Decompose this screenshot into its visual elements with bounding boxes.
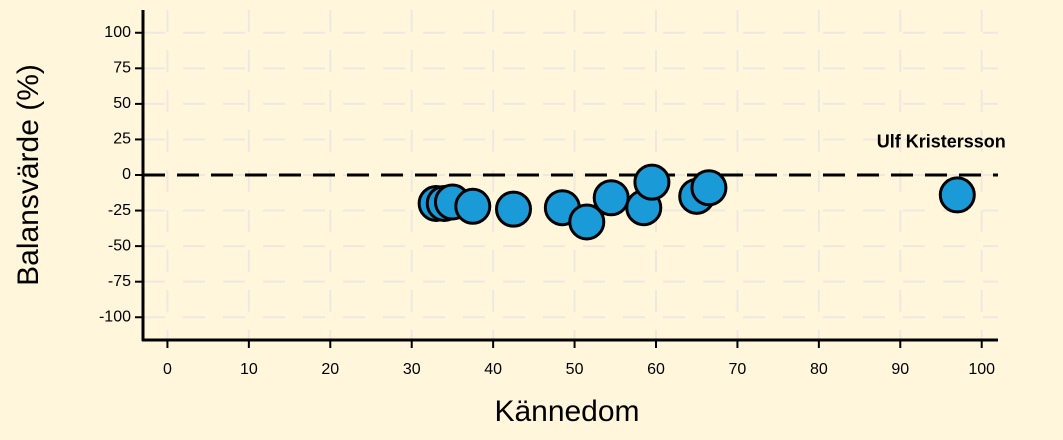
point bbox=[454, 187, 492, 225]
y-tick-label: 25 bbox=[113, 131, 131, 148]
x-tick-label: 30 bbox=[403, 361, 421, 378]
annotation: Ulf Kristersson bbox=[877, 132, 1006, 152]
x-tick-label: 100 bbox=[968, 361, 995, 378]
x-tick-label: 80 bbox=[810, 361, 828, 378]
point bbox=[592, 179, 630, 217]
y-tick-label: -100 bbox=[99, 308, 131, 325]
x-tick-label: 50 bbox=[566, 361, 584, 378]
x-axis-label: Kännedom bbox=[494, 395, 639, 428]
x-tick-label: 70 bbox=[729, 361, 747, 378]
x-tick-label: 10 bbox=[240, 361, 258, 378]
x-tick-label: 90 bbox=[891, 361, 909, 378]
point bbox=[938, 176, 976, 214]
point bbox=[690, 169, 728, 207]
point bbox=[633, 163, 671, 201]
x-tick-label: 20 bbox=[321, 361, 339, 378]
point bbox=[568, 203, 606, 241]
y-tick-label: 100 bbox=[104, 24, 131, 41]
y-tick-label: 50 bbox=[113, 95, 131, 112]
y-axis-label: Balansvärde (%) bbox=[12, 64, 45, 286]
x-tick-label: 0 bbox=[163, 361, 172, 378]
x-tick-label: 40 bbox=[484, 361, 502, 378]
y-tick-label: -25 bbox=[108, 202, 131, 219]
y-tick-label: -75 bbox=[108, 273, 131, 290]
y-tick-label: 75 bbox=[113, 60, 131, 77]
x-tick-label: 60 bbox=[647, 361, 665, 378]
y-tick-label: -50 bbox=[108, 237, 131, 254]
y-tick-label: 0 bbox=[122, 166, 131, 183]
point bbox=[495, 190, 532, 228]
